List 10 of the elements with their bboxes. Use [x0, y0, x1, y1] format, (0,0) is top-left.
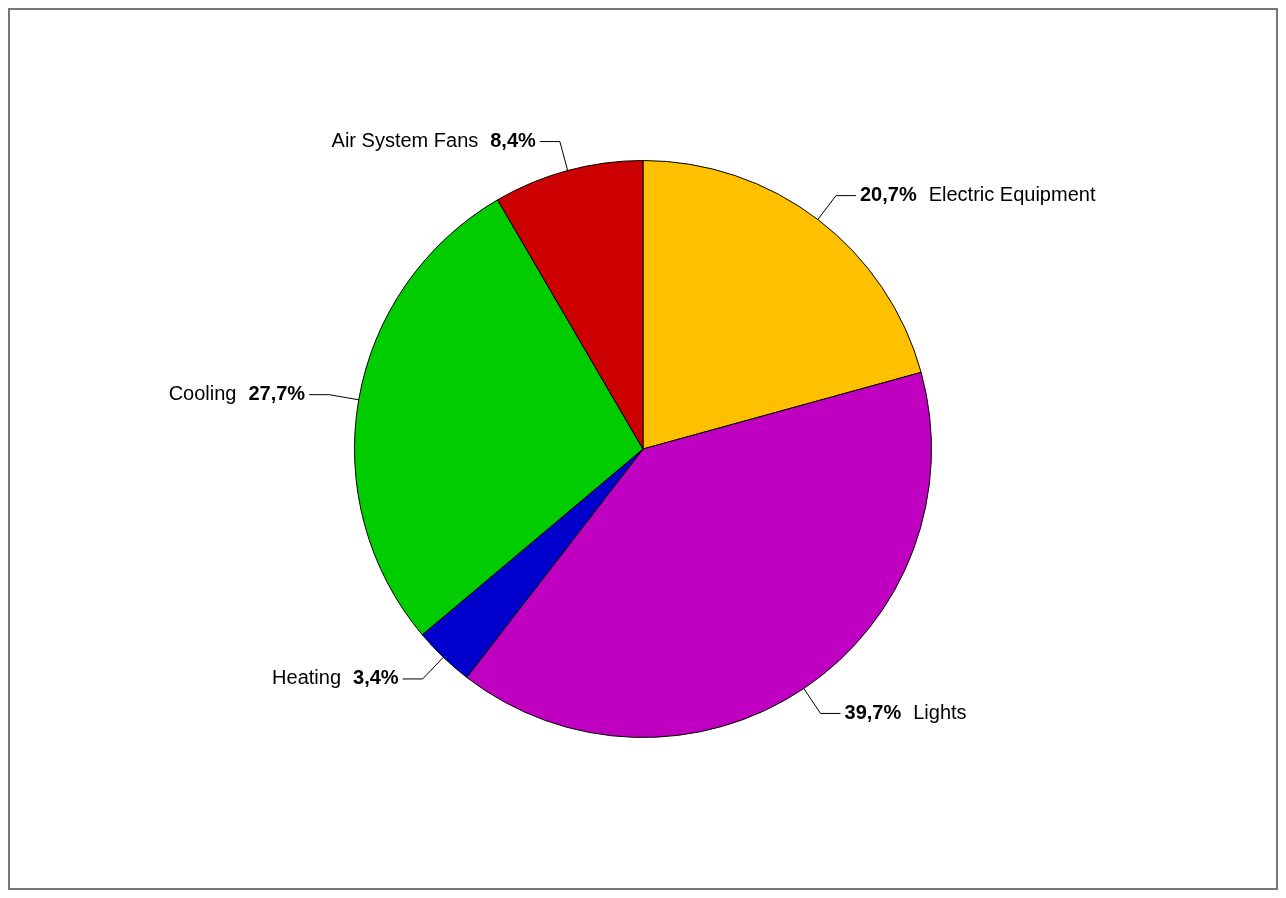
data-label: 39,7% [844, 700, 902, 723]
slice-label: Heating [272, 666, 342, 689]
data-label: 20,7% [860, 183, 917, 206]
data-label: 3,4% [353, 666, 399, 689]
slice-label: Electric Equipment [928, 183, 1096, 206]
slice-label: Air System Fans [331, 129, 479, 152]
slice-label: Lights [913, 700, 967, 723]
slice-label: Cooling [168, 382, 237, 405]
data-label: 27,7% [248, 382, 306, 405]
data-label: 8,4% [490, 129, 537, 152]
